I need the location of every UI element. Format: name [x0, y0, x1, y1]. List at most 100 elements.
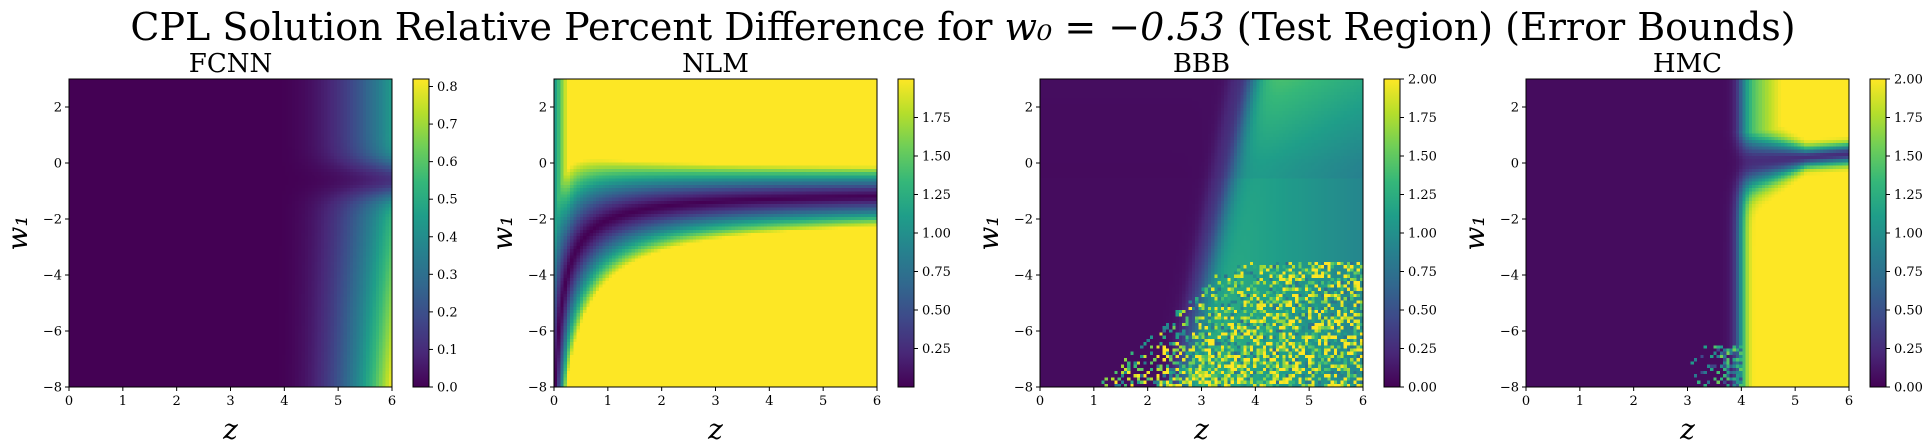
subplot-bbb: BBB 0 1 2 3 4 5 6 −8 −6 −4 −2 0 2 z w₁ 0.00 0.25 0.50 0.75 1…	[972, 49, 1437, 446]
y-tick-label: −4	[528, 269, 547, 284]
colorbar-tick-label: 1.00	[1894, 227, 1923, 242]
subplot-nlm: NLM 0 1 2 3 4 5 6 −8 −6 −4 −2 0 2 z w₁ 0.25 0.50 0.75 1.00 1…	[486, 49, 951, 446]
x-tick-label: 1	[119, 394, 127, 409]
x-tick-label: 3	[1683, 394, 1691, 409]
x-tick-label: 0	[550, 394, 558, 409]
y-tick-label: 0	[539, 157, 547, 172]
x-tick-label: 3	[1197, 394, 1205, 409]
y-tick-label: −4	[1500, 269, 1519, 284]
colorbar-tick-label: 1.25	[1894, 188, 1923, 203]
y-tick-label: −2	[43, 213, 62, 228]
colorbar-tick-label: 0.25	[922, 342, 951, 357]
colorbar-tick-label: 0.6	[437, 155, 458, 170]
y-tick-label: −2	[1500, 213, 1519, 228]
x-tick-label: 6	[873, 394, 881, 409]
colorbar-tick-label: 0.7	[437, 118, 458, 133]
x-tick-label: 6	[388, 394, 396, 409]
y-tick-label: −2	[528, 213, 547, 228]
colorbar-tick-label: 2.00	[1408, 73, 1437, 88]
x-tick-label: 2	[658, 394, 666, 409]
y-tick-label: 2	[1025, 101, 1033, 116]
x-tick-label: 5	[1791, 394, 1799, 409]
x-tick-label: 0	[1522, 394, 1530, 409]
colorbar	[897, 78, 915, 388]
y-tick-label: −4	[43, 269, 62, 284]
colorbar-tick-label: 0.5	[437, 193, 458, 208]
x-tick-label: 1	[604, 394, 612, 409]
y-axis-label: w₁	[1458, 215, 1491, 250]
x-tick-label: 4	[280, 394, 288, 409]
colorbar-tick-label: 0.00	[1408, 381, 1437, 396]
colorbar-tick-label: 0.75	[1408, 265, 1437, 280]
colorbar-tick-label: 1.75	[1894, 111, 1923, 126]
figure-title-math: w₀ = −0.53	[1004, 5, 1225, 49]
x-tick-label: 5	[1305, 394, 1313, 409]
subplot-title: HMC	[1653, 49, 1722, 79]
heatmap-image	[1040, 79, 1363, 387]
heatmap-image	[69, 79, 392, 387]
y-tick-label: −6	[43, 325, 62, 340]
colorbar-tick-label: 0.75	[922, 265, 951, 280]
colorbar-tick-label: 0.4	[437, 230, 458, 245]
colorbar-tick-label: 1.00	[1408, 227, 1437, 242]
x-tick-label: 0	[1036, 394, 1044, 409]
colorbar-tick-label: 0.25	[1408, 342, 1437, 357]
y-tick-label: −8	[1500, 381, 1519, 396]
colorbar-tick-label: 2.00	[1894, 73, 1923, 88]
y-tick-label: 0	[1025, 157, 1033, 172]
x-tick-label: 6	[1359, 394, 1367, 409]
subplot-title: BBB	[1173, 49, 1230, 79]
x-tick-label: 6	[1845, 394, 1853, 409]
y-tick-label: −2	[1014, 213, 1033, 228]
colorbar-tick-label: 0.2	[437, 305, 458, 320]
colorbar-tick-label: 1.50	[922, 150, 951, 165]
colorbar-tick-label: 1.25	[922, 188, 951, 203]
colorbar-tick-label: 0.50	[922, 304, 951, 319]
colorbar-tick-label: 1.50	[1894, 150, 1923, 165]
colorbar	[1869, 78, 1887, 388]
colorbar-tick-label: 1.75	[922, 111, 951, 126]
colorbar-tick-label: 0.8	[437, 80, 458, 95]
y-axis-label: w₁	[972, 215, 1005, 250]
colorbar-tick-label: 1.75	[1408, 111, 1437, 126]
colorbar-tick-label: 1.50	[1408, 150, 1437, 165]
x-axis-label: z	[707, 413, 723, 446]
colorbar-tick-label: 1.00	[922, 227, 951, 242]
colorbar-tick-label: 0.25	[1894, 342, 1923, 357]
x-tick-label: 1	[1576, 394, 1584, 409]
y-axis-label: w₁	[486, 215, 519, 250]
x-tick-label: 3	[226, 394, 234, 409]
x-tick-label: 4	[1251, 394, 1259, 409]
x-tick-label: 2	[1144, 394, 1152, 409]
colorbar	[1383, 78, 1401, 388]
y-tick-label: −8	[528, 381, 547, 396]
x-tick-label: 1	[1090, 394, 1098, 409]
colorbar-tick-label: 1.25	[1408, 188, 1437, 203]
x-axis-label: z	[1193, 413, 1209, 446]
heatmap-image	[554, 79, 877, 387]
x-tick-label: 2	[173, 394, 181, 409]
x-tick-label: 4	[1737, 394, 1745, 409]
x-tick-label: 4	[765, 394, 773, 409]
subplots: FCNN 0 1 2 3 4 5 6 −8 −6 −4 −2 0 2 z w₁ 0.0 0.1 0.2 0.3 0.4 0…	[1, 49, 1923, 446]
x-tick-label: 0	[65, 394, 73, 409]
colorbar-tick-label: 0.50	[1408, 304, 1437, 319]
x-tick-label: 5	[334, 394, 342, 409]
y-tick-label: −8	[43, 381, 62, 396]
y-tick-label: 0	[1511, 157, 1519, 172]
colorbar-tick-label: 0.3	[437, 268, 458, 283]
colorbar	[412, 78, 430, 388]
figure-title-prefix: CPL Solution Relative Percent Difference…	[130, 5, 1005, 49]
subplot-title: NLM	[682, 49, 749, 79]
x-axis-label: z	[222, 413, 238, 446]
colorbar-tick-label: 0.1	[437, 343, 458, 358]
y-tick-label: −6	[1500, 325, 1519, 340]
y-tick-label: −6	[528, 325, 547, 340]
y-tick-label: −6	[1014, 325, 1033, 340]
y-tick-label: 2	[539, 101, 547, 116]
colorbar-tick-label: 0.75	[1894, 265, 1923, 280]
subplot-fcnn: FCNN 0 1 2 3 4 5 6 −8 −6 −4 −2 0 2 z w₁ 0.0 0.1 0.2 0.3 0.4 0…	[1, 49, 458, 446]
figure-title-suffix: (Test Region) (Error Bounds)	[1224, 5, 1796, 49]
subplot-hmc: HMC 0 1 2 3 4 5 6 −8 −6 −4 −2 0 2 z w₁ 0.00 0.25 0.50 0.75 1…	[1458, 49, 1923, 446]
